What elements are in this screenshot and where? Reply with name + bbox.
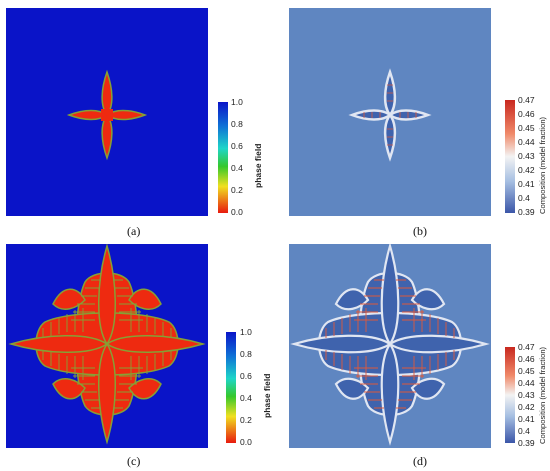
tick-label: 0.0	[240, 437, 252, 447]
caption-c: (c)	[127, 454, 141, 468]
colorbar-a-label: phase field	[253, 143, 263, 188]
tick-label: 0.8	[231, 119, 243, 129]
tick-label: 0.45	[518, 123, 535, 133]
tick-label: 0.46	[518, 354, 535, 364]
tick-label: 0.4	[231, 163, 243, 173]
panel-c-phase-field-large	[6, 244, 208, 448]
tick-label: 0.42	[518, 165, 535, 175]
tick-label: 0.39	[518, 438, 535, 448]
tick-label: 0.4	[518, 426, 530, 436]
tick-label: 0.4	[240, 393, 252, 403]
colorbar-c	[226, 332, 236, 443]
tick-label: 0.8	[240, 349, 252, 359]
tick-label: 0.47	[518, 342, 535, 352]
colorbar-c-label: phase field	[262, 373, 272, 418]
tick-label: 0.39	[518, 207, 535, 217]
caption-b: (b)	[413, 224, 427, 238]
tick-label: 1.0	[231, 97, 243, 107]
tick-label: 0.47	[518, 95, 535, 105]
tick-label: 0.2	[231, 185, 243, 195]
colorbar-d	[505, 347, 515, 443]
panel-d-composition-large	[289, 244, 491, 448]
tick-label: 0.6	[231, 141, 243, 151]
tick-label: 0.44	[518, 378, 535, 388]
tick-label: 0.2	[240, 415, 252, 425]
panel-b-composition-small	[289, 8, 491, 216]
tick-label: 0.6	[240, 371, 252, 381]
panel-a-phase-field-small	[6, 8, 208, 216]
tick-label: 1.0	[240, 327, 252, 337]
tick-label: 0.45	[518, 366, 535, 376]
colorbar-d-label: Composition (model fraction)	[538, 346, 547, 444]
tick-label: 0.4	[518, 193, 530, 203]
caption-a: (a)	[127, 224, 141, 238]
tick-label: 0.43	[518, 390, 535, 400]
tick-label: 0.43	[518, 151, 535, 161]
tick-label: 0.46	[518, 109, 535, 119]
colorbar-b	[505, 100, 515, 213]
tick-label: 0.42	[518, 402, 535, 412]
tick-label: 0.41	[518, 414, 535, 424]
tick-label: 0.0	[231, 207, 243, 217]
caption-d: (d)	[413, 454, 427, 468]
colorbar-b-label: Composition (model fraction)	[538, 116, 547, 214]
colorbar-a	[218, 102, 228, 213]
tick-label: 0.41	[518, 179, 535, 189]
tick-label: 0.44	[518, 137, 535, 147]
